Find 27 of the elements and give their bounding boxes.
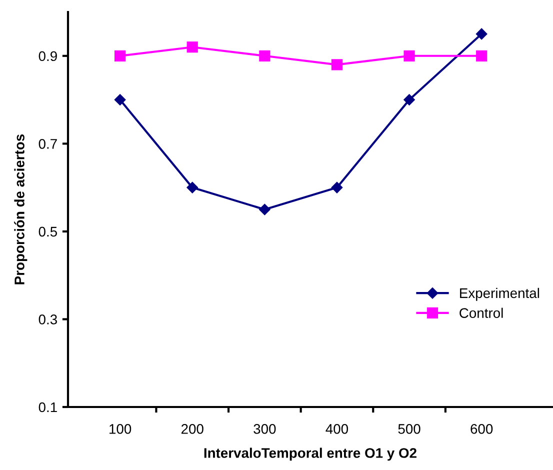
- point: [331, 59, 343, 70]
- point: [186, 182, 198, 194]
- x-tick-label: 200: [181, 424, 204, 434]
- point: [186, 42, 198, 53]
- point: [114, 94, 126, 106]
- x-axis-title: IntervaloTemporal entre O1 y O2: [204, 448, 416, 461]
- point: [331, 182, 343, 194]
- x-tick-label: 500: [398, 424, 420, 434]
- point: [259, 204, 270, 216]
- x-tick-label: 600: [470, 424, 493, 434]
- point: [259, 50, 270, 62]
- legend-label: Experimental: [460, 288, 540, 301]
- point: [476, 28, 488, 40]
- y-tick-label: 0.7: [38, 139, 57, 149]
- x-tick-label: 400: [326, 424, 348, 434]
- x-tick-label: 300: [254, 424, 276, 434]
- y-tick-label: 0.1: [38, 402, 57, 412]
- legend-label: Control: [460, 308, 503, 318]
- point: [476, 50, 488, 62]
- y-tick-label: 0.3: [38, 314, 57, 324]
- y-tick-label: 0.5: [38, 226, 58, 237]
- point: [114, 50, 126, 62]
- x-tick-label: 100: [110, 424, 132, 434]
- y-tick-label: 0.9: [38, 51, 57, 62]
- y-axis-title: Proporción de aciertos: [14, 134, 28, 284]
- point: [404, 50, 415, 62]
- point: [404, 94, 415, 106]
